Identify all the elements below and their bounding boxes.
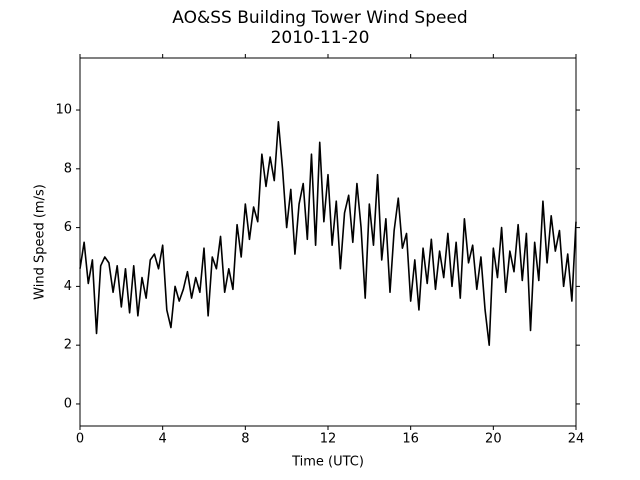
y-tick-label: 6 (64, 220, 72, 235)
x-tick-label: 8 (241, 432, 249, 447)
x-tick-label: 16 (402, 432, 419, 447)
chart-title: AO&SS Building Tower Wind Speed (172, 8, 467, 28)
y-tick-label: 8 (64, 161, 72, 176)
x-tick-label: 24 (568, 432, 585, 447)
x-tick-label: 0 (76, 432, 84, 447)
x-tick-label: 12 (320, 432, 337, 447)
data-line (79, 120, 577, 346)
y-tick-label: 0 (64, 396, 72, 411)
y-axis-label: Wind Speed (m/s) (33, 184, 48, 300)
y-tick-label: 2 (64, 338, 72, 353)
y-tick-label: 10 (55, 103, 72, 118)
x-tick-label: 20 (485, 432, 502, 447)
x-tick-label: 4 (159, 432, 167, 447)
x-axis-label: Time (UTC) (291, 455, 364, 470)
chart-subtitle: 2010-11-20 (271, 28, 370, 48)
y-tick-label: 4 (64, 279, 72, 294)
plot-frame (79, 57, 577, 427)
